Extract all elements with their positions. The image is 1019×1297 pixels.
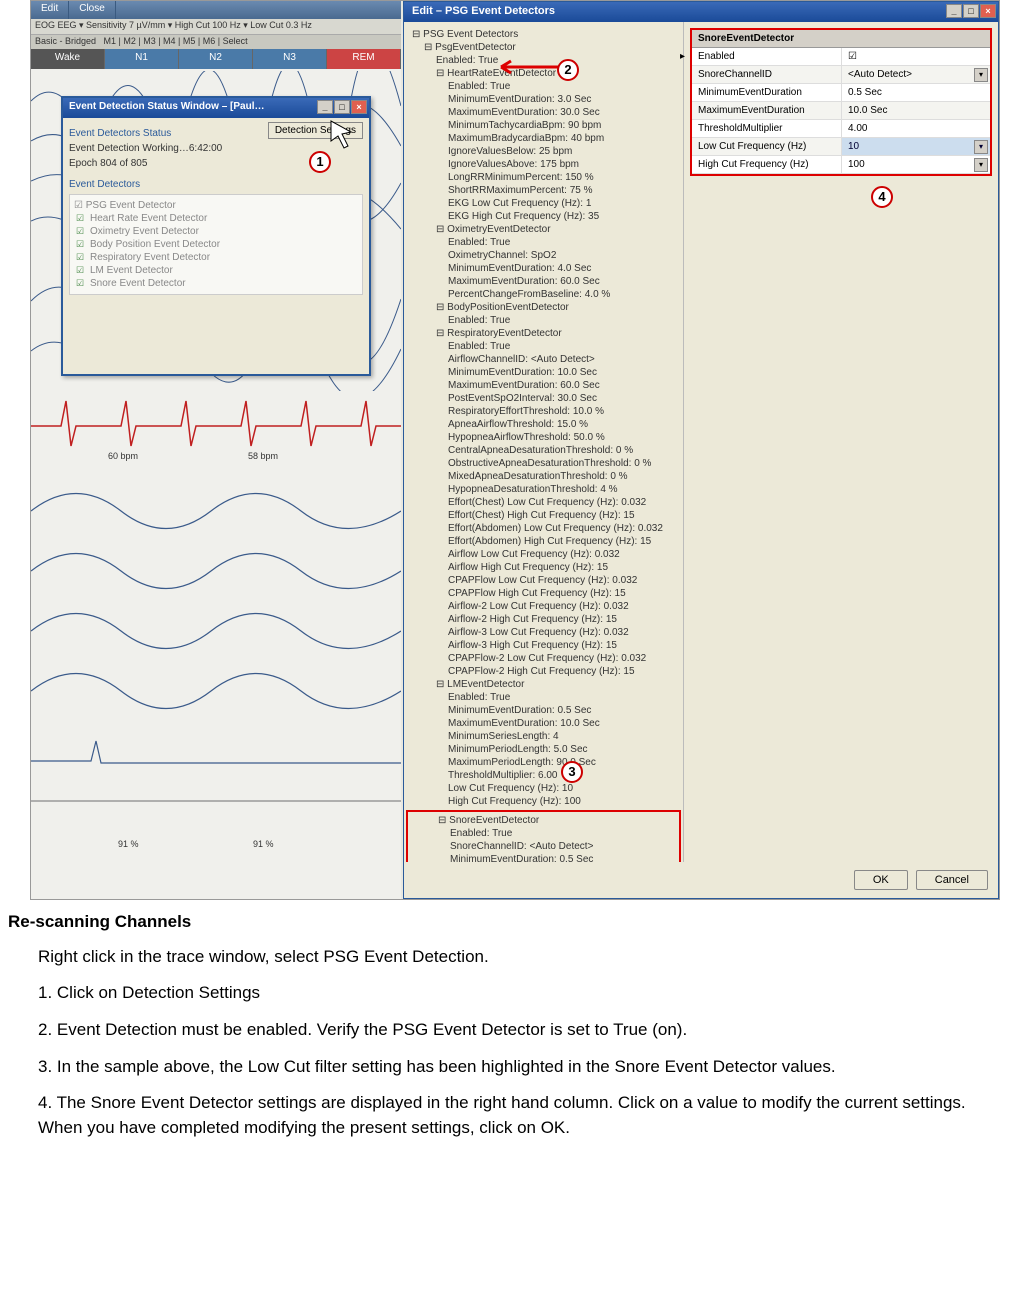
menu-close[interactable]: Close [69,1,116,19]
property-row[interactable]: Enabled▸☑ [692,48,990,66]
edit-titlebar: Edit – PSG Event Detectors _ □ × [404,2,998,22]
dropdown-icon[interactable]: ▾ [974,68,988,82]
tab-wake[interactable]: Wake [31,49,105,69]
doc-p1: 1. Click on Detection Settings [38,981,1011,1006]
pct-label-2: 91 % [251,839,276,849]
ekg-wave [31,396,401,456]
property-key: MaximumEventDuration [692,102,842,119]
stage-tabs: Wake N1 N2 N3 REM [31,49,401,69]
property-row[interactable]: High Cut Frequency (Hz)100▾ [692,156,990,174]
property-row[interactable]: Low Cut Frequency (Hz)10▾ [692,138,990,156]
close-icon[interactable]: × [351,100,367,114]
menubar: Edit Close [31,1,401,19]
snore-tree-red-box: ⊟ SnoreEventDetectorEnabled: TrueSnoreCh… [406,810,681,862]
minimize-icon[interactable]: _ [317,100,333,114]
tree-item[interactable]: LM Event Detector [74,264,358,277]
snore-property-box: SnoreEventDetector Enabled▸☑SnoreChannel… [690,28,992,176]
tree-item[interactable]: Snore Event Detector [74,277,358,290]
property-row[interactable]: MaximumEventDuration10.0 Sec [692,102,990,120]
callout-1: 1 [309,151,331,173]
cursor-arrow-icon [326,116,366,156]
property-row[interactable]: MinimumEventDuration0.5 Sec [692,84,990,102]
property-value[interactable]: 10▾ [842,138,990,155]
property-value[interactable]: 100▾ [842,156,990,173]
property-key: Enabled▸ [692,48,842,65]
property-key: SnoreChannelID [692,66,842,83]
instructions-text: Re-scanning Channels Right click in the … [0,910,1019,1172]
status-section2: Event Detectors [69,179,363,190]
detector-properties-tree[interactable]: ⊟ PSG Event Detectors⊟ PsgEventDetectorE… [404,22,684,862]
maximize-icon[interactable]: □ [334,100,350,114]
screenshot: Edit Close EOG EEG ▾ Sensitivity 7 µV/mm… [30,0,1000,900]
property-key: ThresholdMultiplier [692,120,842,137]
property-key: Low Cut Frequency (Hz) [692,138,842,155]
edit-window-buttons: _ □ × [946,4,996,18]
window-buttons: _ □ × [317,100,367,114]
property-row[interactable]: ThresholdMultiplier4.00 [692,120,990,138]
status-title: Event Detection Status Window – [Paul… [69,101,265,112]
detector-tree: ☑ PSG Event Detector Heart Rate Event De… [69,194,363,295]
callout-4: 4 [871,186,893,208]
dropdown-icon[interactable]: ▾ [974,140,988,154]
red-arrow-icon [491,59,561,75]
tab-n1[interactable]: N1 [105,49,179,69]
doc-p4: 4. The Snore Event Detector settings are… [38,1091,1011,1140]
doc-p0: Right click in the trace window, select … [38,945,1011,970]
trace-toolbar[interactable]: EOG EEG ▾ Sensitivity 7 µV/mm ▾ High Cut… [31,19,401,35]
dialog-buttons: OK Cancel [854,870,988,890]
tab-n3[interactable]: N3 [253,49,327,69]
property-value[interactable]: ☑ [842,48,990,65]
pct-label-1: 91 % [116,839,141,849]
callout-2: 2 [557,59,579,81]
toolbar-row2: Basic - Bridged M1 | M2 | M3 | M4 | M5 |… [31,35,401,49]
tree-item[interactable]: Heart Rate Event Detector [74,212,358,225]
doc-p3: 3. In the sample above, the Low Cut filt… [38,1055,1011,1080]
minimize-icon[interactable]: _ [946,4,962,18]
property-value[interactable]: <Auto Detect>▾ [842,66,990,83]
property-value[interactable]: 4.00 [842,120,990,137]
tab-n2[interactable]: N2 [179,49,253,69]
resp-waves [31,471,401,831]
property-value[interactable]: 10.0 Sec [842,102,990,119]
edit-title: Edit – PSG Event Detectors [412,5,555,17]
tree-item[interactable]: Respiratory Event Detector [74,251,358,264]
bpm-label-1: 60 bpm [106,451,140,461]
prop-header: SnoreEventDetector [692,30,990,48]
tree-root[interactable]: ☑ PSG Event Detector [74,199,358,212]
row-arrow-icon: ▸ [680,51,685,62]
tree-item[interactable]: Oximetry Event Detector [74,225,358,238]
event-detection-status-window: Event Detection Status Window – [Paul… _… [61,96,371,376]
edit-psg-detectors-dialog: Edit – PSG Event Detectors _ □ × ⊟ PSG E… [403,1,999,899]
doc-heading: Re-scanning Channels [8,910,1011,935]
bpm-label-2: 58 bpm [246,451,280,461]
dropdown-icon[interactable]: ▾ [974,158,988,172]
menu-edit[interactable]: Edit [31,1,69,19]
doc-p2: 2. Event Detection must be enabled. Veri… [38,1018,1011,1043]
maximize-icon[interactable]: □ [963,4,979,18]
property-row[interactable]: SnoreChannelID<Auto Detect>▾ [692,66,990,84]
property-grid-column: SnoreEventDetector Enabled▸☑SnoreChannel… [684,22,998,862]
close-icon[interactable]: × [980,4,996,18]
status-titlebar: Event Detection Status Window – [Paul… _… [63,98,369,118]
property-key: MinimumEventDuration [692,84,842,101]
ok-button[interactable]: OK [854,870,908,890]
tab-rem[interactable]: REM [327,49,401,69]
tree-item[interactable]: Body Position Event Detector [74,238,358,251]
cancel-button[interactable]: Cancel [916,870,988,890]
property-value[interactable]: 0.5 Sec [842,84,990,101]
property-key: High Cut Frequency (Hz) [692,156,842,173]
callout-3: 3 [561,761,583,783]
